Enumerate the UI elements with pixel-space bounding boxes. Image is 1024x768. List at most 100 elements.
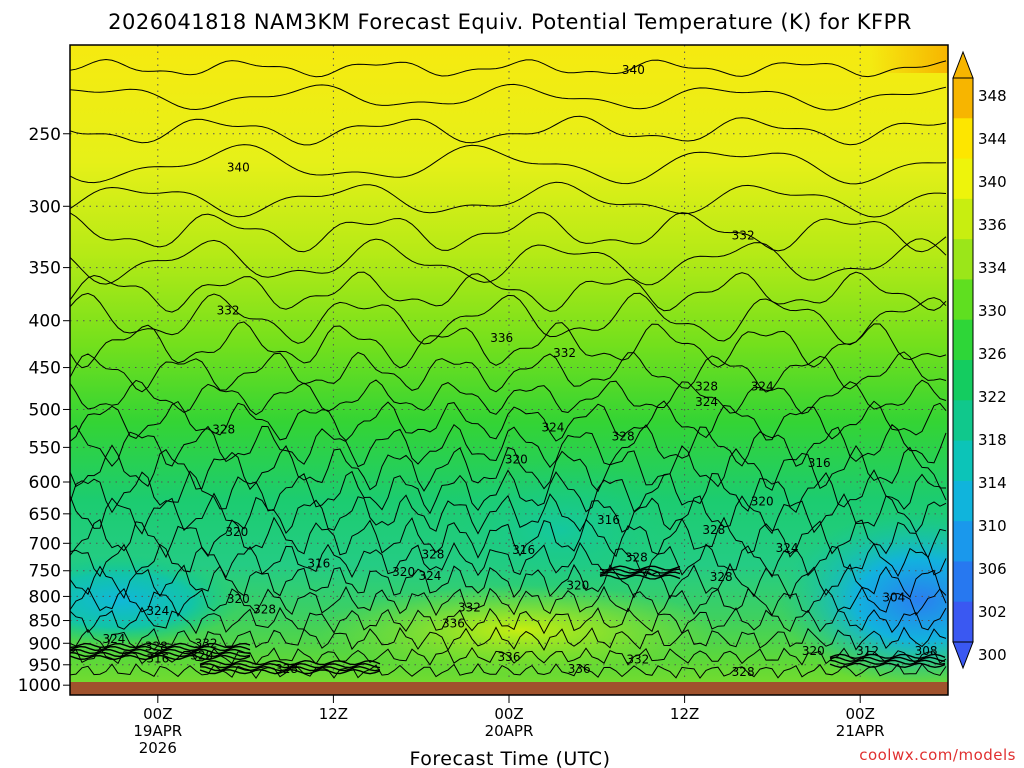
contour-label: 316 <box>808 456 831 470</box>
contour-label: 324 <box>419 569 442 583</box>
contour-label: 304 <box>882 590 905 604</box>
contour-line <box>70 379 947 416</box>
colorbar-label: 306 <box>978 560 1007 578</box>
contour-line <box>70 516 947 559</box>
contour-label: 336 <box>490 331 513 345</box>
colorbar-swatch <box>953 480 973 522</box>
orange-corner <box>870 45 948 73</box>
colorbar-label: 326 <box>978 345 1007 363</box>
x-tick-label: 19APR <box>133 722 182 740</box>
frontal-contour <box>199 662 381 669</box>
colorbar-label: 348 <box>978 87 1007 105</box>
contour-label: 328 <box>212 423 235 437</box>
y-tick-label: 450 <box>29 359 61 379</box>
contour-label: 336 <box>442 616 465 630</box>
y-tick-label: 650 <box>29 505 61 525</box>
contour-label: 320 <box>190 648 213 662</box>
contour-line <box>70 115 947 146</box>
credit-link[interactable]: coolwx.com/models <box>859 746 1016 764</box>
contour-label: 312 <box>856 644 879 658</box>
y-axis: 2503003504004505005506006507007508008509… <box>18 125 70 696</box>
frontal-contour <box>70 645 251 652</box>
contour-line <box>70 83 947 111</box>
contour-line <box>70 292 947 346</box>
contour-label: 328 <box>421 548 444 562</box>
x-tick-label: 12Z <box>319 705 348 723</box>
y-tick-label: 950 <box>29 656 61 676</box>
y-tick-label: 350 <box>29 259 61 279</box>
x-tick-label: 20APR <box>485 722 534 740</box>
frontal-contour <box>829 656 946 663</box>
contour-line <box>70 351 947 393</box>
contour-line <box>70 423 947 469</box>
colorbar-swatch <box>953 561 973 603</box>
colorbar-swatch <box>953 239 973 280</box>
contour-label: 328 <box>253 603 276 617</box>
contour-line <box>70 562 947 600</box>
colorbar-swatch <box>953 158 973 200</box>
contour-line <box>70 469 947 515</box>
colorbar-label: 322 <box>978 388 1007 406</box>
contour-label: 324 <box>776 541 799 555</box>
colorbar-label: 336 <box>978 216 1007 234</box>
x-tick-label: 00Z <box>143 705 172 723</box>
x-tick-label: 2026 <box>139 739 177 757</box>
colorbar-swatch <box>953 118 973 160</box>
ground-surface <box>70 682 948 695</box>
colorbar-label: 318 <box>978 431 1007 449</box>
contour-line <box>70 144 947 185</box>
colorbar-swatch <box>953 360 973 401</box>
frontal-contour <box>599 571 681 577</box>
frontal-contour <box>70 642 251 649</box>
cold-pocket-right <box>780 510 948 690</box>
contour-line <box>70 271 947 313</box>
frontal-contour <box>199 659 381 666</box>
contour-label: 340 <box>227 160 250 174</box>
contour-line <box>70 321 947 369</box>
colorbar-label: 330 <box>978 302 1007 320</box>
contour-label: 316 <box>597 513 620 527</box>
contour-label: 332 <box>732 229 755 243</box>
contour-line <box>70 400 947 442</box>
x-tick-label: 00Z <box>846 705 875 723</box>
contour-label: 328 <box>275 662 298 676</box>
colorbar-swatch <box>953 400 973 442</box>
y-tick-label: 250 <box>29 125 61 145</box>
contour-label: 324 <box>102 632 125 646</box>
y-tick-label: 600 <box>29 473 61 493</box>
y-tick-label: 550 <box>29 438 61 458</box>
cold-pocket-left <box>70 555 240 645</box>
colorbar-label: 302 <box>978 603 1007 621</box>
contour-label: 320 <box>802 644 825 658</box>
contour-label: 320 <box>566 578 589 592</box>
y-tick-label: 500 <box>29 400 61 420</box>
frontal-contour <box>599 565 681 571</box>
contour-line <box>70 212 947 253</box>
colorbar-label: 334 <box>978 259 1007 277</box>
colorbar-label: 314 <box>978 474 1007 492</box>
colorbar-label: 300 <box>978 646 1007 664</box>
colorbar-swatch <box>953 319 973 361</box>
contour-label: 324 <box>695 395 718 409</box>
contour-label: 328 <box>145 639 168 653</box>
contour-label: 328 <box>710 570 733 584</box>
contour-line <box>70 585 947 617</box>
contour-line <box>70 606 947 635</box>
contour-label: 336 <box>568 662 591 676</box>
y-tick-label: 1000 <box>18 676 61 696</box>
colorbar-top-arrow <box>952 50 974 79</box>
contour-label: 328 <box>702 523 725 537</box>
frontal-contour <box>599 574 681 580</box>
contour-line <box>70 58 947 78</box>
colorbar-label: 310 <box>978 517 1007 535</box>
colorbar-bottom-arrow <box>952 641 974 670</box>
frontal-contour <box>829 662 946 669</box>
frontal-contour <box>70 651 251 658</box>
frontal-contour <box>829 659 946 666</box>
contour-label: 332 <box>626 653 649 667</box>
contour-label: 332 <box>195 636 218 650</box>
x-axis-label: Forecast Time (UTC) <box>410 748 611 768</box>
